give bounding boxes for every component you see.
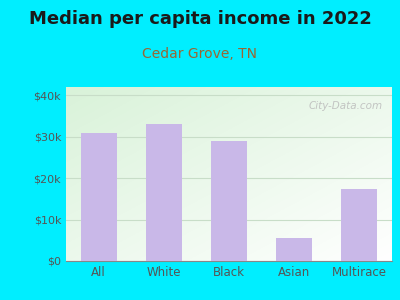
Bar — [276, 238, 312, 261]
Text: Median per capita income in 2022: Median per capita income in 2022 — [28, 11, 372, 28]
Text: City-Data.com: City-Data.com — [308, 101, 382, 111]
Bar — [146, 124, 182, 261]
Bar — [342, 188, 377, 261]
Text: Cedar Grove, TN: Cedar Grove, TN — [142, 46, 258, 61]
Bar — [81, 133, 116, 261]
Bar — [211, 141, 247, 261]
